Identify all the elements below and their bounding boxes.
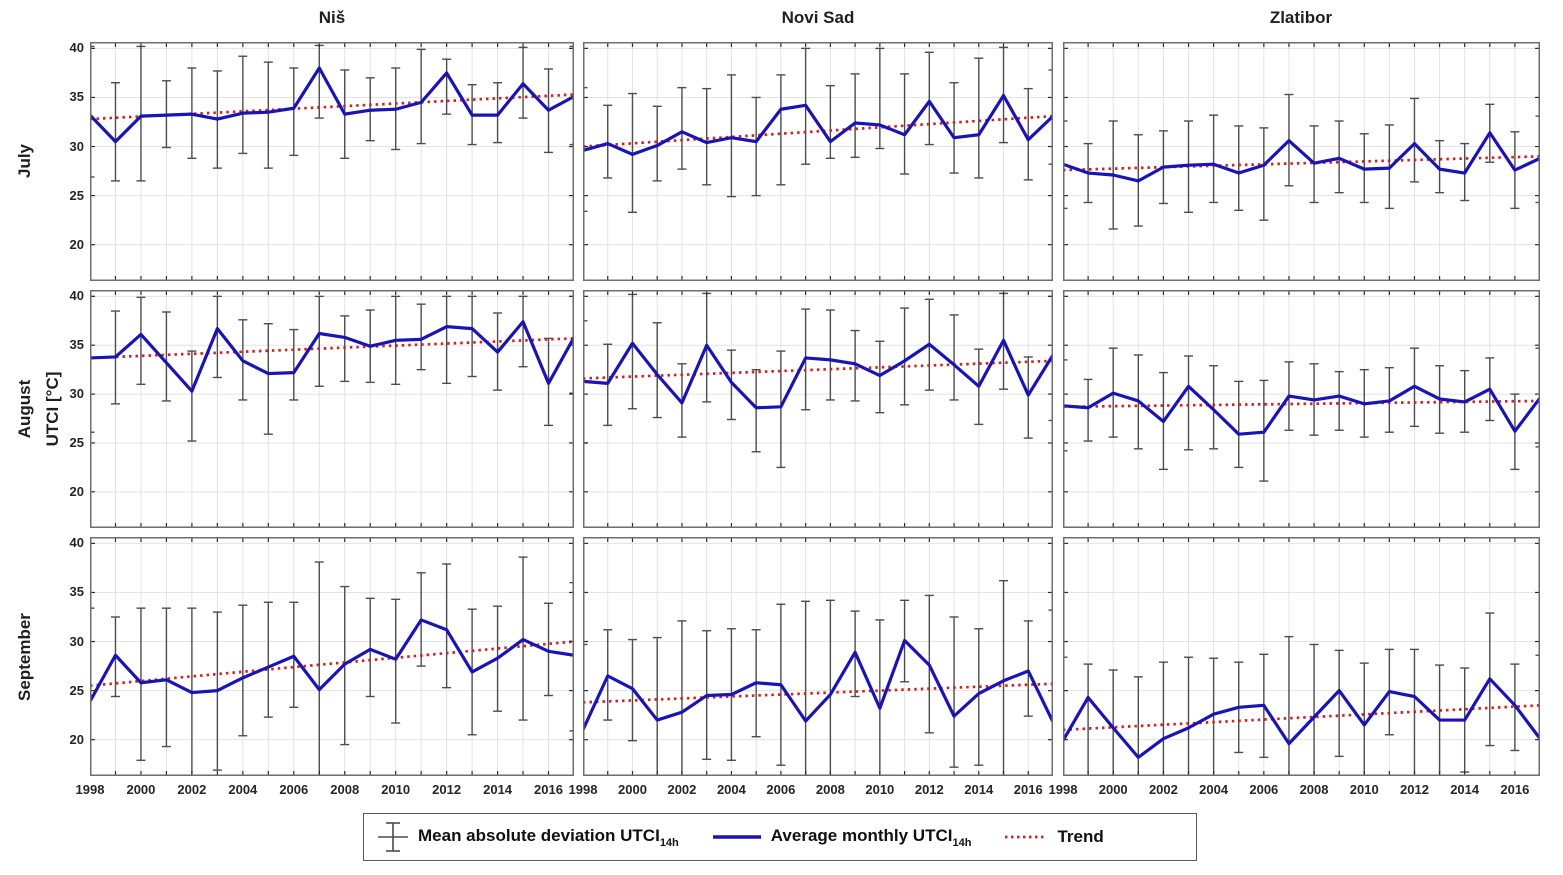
x-axis-tick-label: 2004 — [228, 782, 258, 797]
x-axis-tick-label: 2016 — [1500, 782, 1530, 797]
x-axis-tick-label: 2008 — [815, 782, 845, 797]
x-axis-tick-label: 2004 — [716, 782, 746, 797]
row-label-september: September — [15, 613, 34, 701]
x-axis-tick-label: 2006 — [1249, 782, 1279, 797]
y-axis-tick-label: 35 — [69, 584, 84, 600]
x-axis-tick-label: 1998 — [568, 782, 598, 797]
chart-panel-novi-sad-august — [583, 290, 1053, 528]
legend-label-average: Average monthly UTCI14h — [770, 825, 972, 849]
y-axis-tick-label: 40 — [69, 40, 84, 56]
chart-panel-zlatibor-august — [1063, 290, 1540, 528]
x-axis-tick-label: 2006 — [279, 782, 309, 797]
chart-panel-novi-sad-september — [583, 537, 1053, 776]
x-axis-tick-label: 2002 — [177, 782, 207, 797]
x-axis-tick-label: 2014 — [964, 782, 994, 797]
x-axis-tick-label: 2010 — [865, 782, 895, 797]
y-axis-tick-label: 35 — [69, 337, 84, 353]
x-axis-tick-label: 2010 — [1349, 782, 1379, 797]
y-axis-tick-label: 35 — [69, 89, 84, 105]
x-axis-tick-label: 2002 — [1148, 782, 1178, 797]
row-label-august: August — [15, 379, 34, 439]
x-axis-tick-label: 2016 — [534, 782, 563, 797]
row-label-july: July — [15, 143, 34, 179]
x-axis-tick-label: 2016 — [1013, 782, 1043, 797]
x-axis-tick-label: 2012 — [432, 782, 462, 797]
x-axis-tick-label: 2014 — [483, 782, 513, 797]
chart-panel-niš-july — [90, 42, 574, 281]
x-axis-tick-label: 2012 — [1400, 782, 1429, 797]
y-axis-tick-label: 30 — [69, 633, 84, 649]
legend-label-trend: Trend — [1057, 827, 1104, 846]
y-axis-tick-label: 25 — [69, 434, 84, 450]
y-axis-tick-label: 30 — [69, 386, 84, 402]
y-axis-tick-label: 30 — [69, 138, 84, 154]
column-title-novi-sad: Novi Sad — [781, 8, 855, 27]
x-axis-tick-label: 2000 — [126, 782, 156, 797]
trend-line-legend-icon — [1005, 835, 1048, 839]
x-axis-tick-label: 2004 — [1199, 782, 1229, 797]
chart-panel-zlatibor-july — [1063, 42, 1540, 281]
y-axis-tick-label: 25 — [69, 682, 84, 698]
x-axis-tick-label: 2014 — [1450, 782, 1480, 797]
legend-label-mad: Mean absolute deviation UTCI14h — [418, 825, 679, 849]
chart-panel-niš-august — [90, 290, 574, 528]
x-axis-tick-label: 2008 — [330, 782, 360, 797]
column-title-zlatibor: Zlatibor — [1269, 8, 1333, 27]
x-axis-tick-label: 1998 — [1048, 782, 1078, 797]
x-axis-tick-label: 2000 — [1098, 782, 1128, 797]
y-axis-tick-label: 40 — [69, 288, 84, 304]
x-axis-tick-label: 2012 — [914, 782, 944, 797]
column-title-nis: Niš — [318, 8, 346, 27]
average-line-legend-icon — [712, 835, 761, 839]
y-axis-tick-label: 20 — [69, 731, 84, 747]
chart-panel-zlatibor-september — [1063, 537, 1540, 776]
y-axis-tick-label: 25 — [69, 187, 84, 203]
y-axis-tick-label: 40 — [69, 535, 84, 551]
x-axis-tick-label: 2008 — [1299, 782, 1329, 797]
x-axis-tick-label: 1998 — [75, 782, 105, 797]
y-axis-tick-label: 20 — [69, 483, 84, 499]
x-axis-tick-label: 2000 — [618, 782, 647, 797]
chart-panel-novi-sad-july — [583, 42, 1053, 281]
chart-panel-niš-september — [90, 537, 574, 776]
chart-legend: Mean absolute deviation UTCI14h Average … — [363, 813, 1197, 861]
x-axis-tick-label: 2002 — [667, 782, 697, 797]
x-axis-tick-label: 2006 — [766, 782, 796, 797]
y-axis-tick-label: 20 — [69, 236, 84, 252]
errorbar-legend-icon — [378, 822, 408, 852]
x-axis-tick-label: 2010 — [381, 782, 411, 797]
